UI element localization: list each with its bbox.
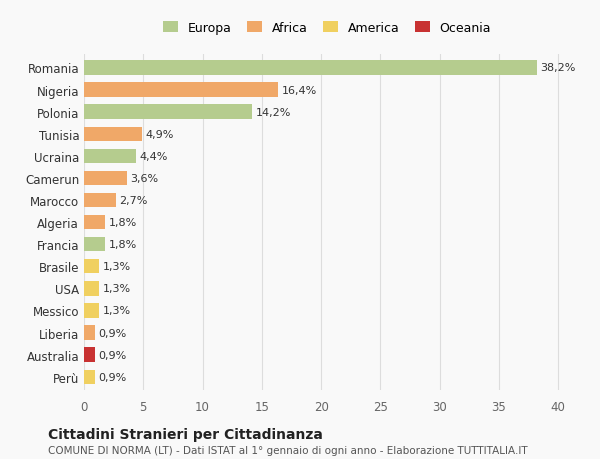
Text: COMUNE DI NORMA (LT) - Dati ISTAT al 1° gennaio di ogni anno - Elaborazione TUTT: COMUNE DI NORMA (LT) - Dati ISTAT al 1° … bbox=[48, 445, 527, 455]
Bar bbox=[84, 193, 116, 208]
Text: 1,3%: 1,3% bbox=[103, 306, 131, 316]
Bar bbox=[84, 127, 142, 142]
Text: Cittadini Stranieri per Cittadinanza: Cittadini Stranieri per Cittadinanza bbox=[48, 427, 323, 441]
Text: 0,9%: 0,9% bbox=[98, 350, 127, 360]
Text: 3,6%: 3,6% bbox=[130, 174, 158, 184]
Text: 4,4%: 4,4% bbox=[140, 151, 168, 162]
Text: 38,2%: 38,2% bbox=[541, 63, 576, 73]
Text: 1,8%: 1,8% bbox=[109, 218, 137, 228]
Text: 2,7%: 2,7% bbox=[119, 196, 148, 206]
Bar bbox=[84, 303, 100, 318]
Bar bbox=[84, 149, 136, 164]
Bar bbox=[84, 215, 106, 230]
Text: 1,3%: 1,3% bbox=[103, 262, 131, 272]
Bar bbox=[84, 83, 278, 97]
Bar bbox=[84, 326, 95, 340]
Text: 1,8%: 1,8% bbox=[109, 240, 137, 250]
Bar bbox=[84, 370, 95, 384]
Text: 1,3%: 1,3% bbox=[103, 284, 131, 294]
Legend: Europa, Africa, America, Oceania: Europa, Africa, America, Oceania bbox=[159, 18, 495, 38]
Bar bbox=[84, 348, 95, 362]
Text: 0,9%: 0,9% bbox=[98, 372, 127, 382]
Bar bbox=[84, 171, 127, 186]
Text: 14,2%: 14,2% bbox=[256, 107, 291, 118]
Text: 4,9%: 4,9% bbox=[146, 129, 174, 140]
Bar bbox=[84, 281, 100, 296]
Bar bbox=[84, 61, 537, 75]
Text: 16,4%: 16,4% bbox=[282, 85, 317, 95]
Bar bbox=[84, 105, 253, 119]
Text: 0,9%: 0,9% bbox=[98, 328, 127, 338]
Bar bbox=[84, 259, 100, 274]
Bar bbox=[84, 237, 106, 252]
